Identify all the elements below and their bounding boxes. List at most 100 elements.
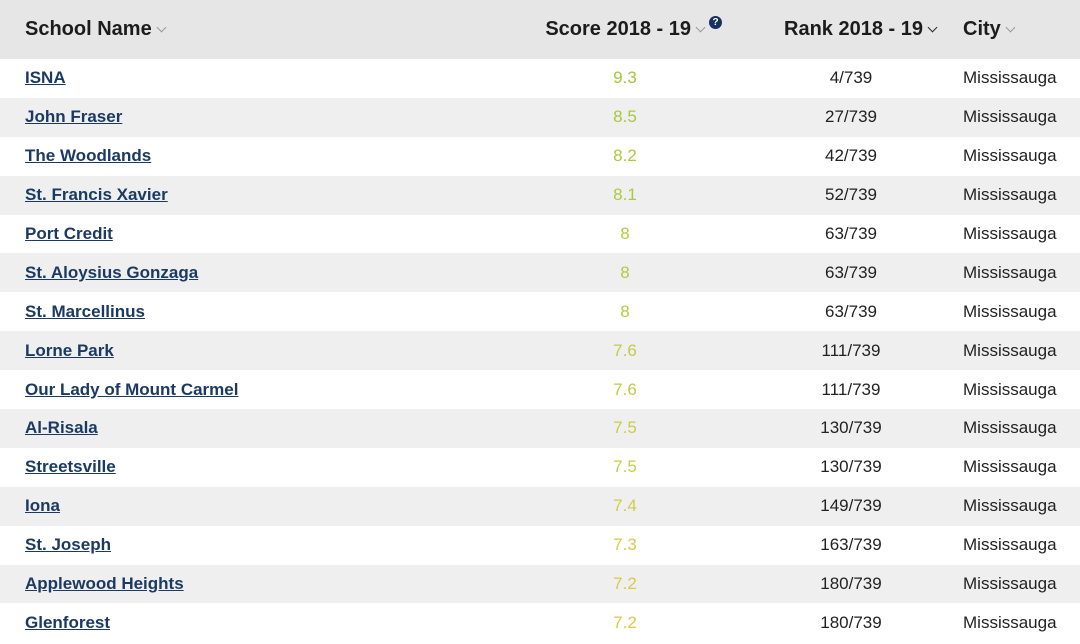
- school-link[interactable]: Port Credit: [25, 224, 113, 243]
- table-row: Glenforest 7.2 180/739 Mississauga: [0, 603, 1080, 642]
- score-cell: 7.5: [613, 418, 637, 438]
- score-cell: 7.2: [613, 612, 637, 632]
- rank-cell: 42/739: [825, 146, 877, 166]
- school-link[interactable]: St. Marcellinus: [25, 301, 145, 321]
- score-header[interactable]: Score 2018 - 19?: [500, 16, 750, 41]
- city-cell: Mississauga: [963, 496, 1057, 516]
- school-link[interactable]: ISNA: [25, 68, 66, 88]
- score-cell: 7.3: [613, 535, 637, 555]
- city-cell: Mississauga: [963, 68, 1057, 88]
- city-cell: Mississauga: [963, 340, 1057, 360]
- score-cell: 8: [620, 224, 630, 243]
- school-name-cell: Al-Risala: [0, 418, 500, 438]
- school-name-cell: Port Credit: [0, 224, 500, 244]
- table-row: St. Aloysius Gonzaga 8 63/739 Mississauga: [0, 253, 1080, 293]
- school-name-cell: Our Lady of Mount Carmel: [0, 380, 500, 400]
- chevron-down-icon: [695, 22, 706, 33]
- school-link[interactable]: Iona: [25, 496, 60, 516]
- table-row: Iona 7.4 149/739 Mississauga: [0, 486, 1080, 526]
- rank-cell: 63/739: [825, 262, 877, 282]
- school-name-cell: St. Joseph: [0, 535, 500, 555]
- table-row: Port Credit 8 63/739 Mississauga: [0, 215, 1080, 254]
- table-body: ISNA 9.3 4/739 Mississauga John Fraser 8.5 27/…: [0, 59, 1080, 642]
- table-row: Streetsville 7.5 130/739 Mississauga: [0, 448, 1080, 487]
- school-link[interactable]: St. Joseph: [25, 535, 111, 555]
- city-header-label: City: [963, 18, 1001, 40]
- city-cell: Mississauga: [963, 146, 1057, 166]
- city-cell: Mississauga: [963, 457, 1057, 477]
- score-cell: 8.5: [613, 107, 637, 127]
- school-name-cell: ISNA: [0, 68, 500, 88]
- table-row: Al-Risala 7.5 130/739 Mississauga: [0, 409, 1080, 448]
- city-cell: Mississauga: [963, 224, 1057, 243]
- rank-cell: 63/739: [825, 224, 877, 243]
- score-cell: 9.3: [613, 68, 637, 88]
- table-row: Our Lady of Mount Carmel 7.6 111/739 Missis…: [0, 370, 1080, 409]
- rank-header-label: Rank 2018 - 19: [784, 18, 923, 40]
- school-name-cell: Lorne Park: [0, 341, 500, 361]
- city-header[interactable]: City: [952, 18, 1080, 41]
- table-row: St. Francis Xavier 8.1 52/739 Mississauga: [0, 175, 1080, 215]
- score-cell: 7.5: [613, 457, 637, 477]
- school-link[interactable]: Lorne Park: [25, 340, 114, 360]
- score-cell: 7.4: [613, 496, 637, 516]
- school-link[interactable]: Our Lady of Mount Carmel: [25, 379, 239, 399]
- rank-cell: 63/739: [825, 301, 877, 321]
- rank-cell: 180/739: [820, 574, 882, 594]
- city-cell: Mississauga: [963, 301, 1057, 321]
- school-link[interactable]: Al-Risala: [25, 418, 98, 438]
- school-name-header[interactable]: School Name: [0, 18, 500, 41]
- city-cell: Mississauga: [963, 418, 1057, 438]
- rank-header[interactable]: Rank 2018 - 19: [750, 18, 952, 41]
- table-row: ISNA 9.3 4/739 Mississauga: [0, 59, 1080, 98]
- school-link[interactable]: St. Aloysius Gonzaga: [25, 262, 199, 282]
- score-cell: 8: [620, 301, 630, 321]
- school-link[interactable]: John Fraser: [25, 107, 123, 127]
- rank-cell: 180/739: [820, 612, 882, 632]
- city-cell: Mississauga: [963, 612, 1057, 632]
- school-link[interactable]: The Woodlands: [25, 146, 152, 166]
- rank-cell: 27/739: [825, 107, 877, 127]
- score-cell: 7.6: [613, 340, 637, 360]
- school-name-cell: The Woodlands: [0, 146, 500, 166]
- school-name-cell: St. Francis Xavier: [0, 185, 500, 205]
- table-row: Applewood Heights 7.2 180/739 Mississauga: [0, 564, 1080, 604]
- rank-cell: 163/739: [820, 535, 882, 555]
- table-row: St. Marcellinus 8 63/739 Mississauga: [0, 292, 1080, 331]
- rank-cell: 130/739: [820, 457, 882, 477]
- score-cell: 8.1: [613, 185, 637, 205]
- help-icon[interactable]: ?: [709, 16, 722, 29]
- school-name-cell: St. Marcellinus: [0, 302, 500, 322]
- city-cell: Mississauga: [963, 262, 1057, 282]
- score-cell: 7.2: [613, 574, 637, 594]
- rank-cell: 111/739: [821, 340, 881, 360]
- school-link[interactable]: Applewood Heights: [25, 574, 184, 594]
- chevron-down-icon: [927, 22, 938, 33]
- score-cell: 7.6: [613, 379, 637, 399]
- rank-cell: 4/739: [829, 68, 873, 88]
- rank-cell: 52/739: [825, 185, 877, 205]
- table-row: John Fraser 8.5 27/739 Mississauga: [0, 97, 1080, 137]
- city-cell: Mississauga: [963, 379, 1057, 399]
- school-link[interactable]: St. Francis Xavier: [25, 185, 168, 205]
- school-name-cell: Streetsville: [0, 457, 500, 477]
- rank-cell: 130/739: [820, 418, 882, 438]
- school-name-cell: Iona: [0, 496, 500, 516]
- table-row: St. Joseph 7.3 163/739 Mississauga: [0, 526, 1080, 565]
- school-link[interactable]: Streetsville: [25, 457, 116, 477]
- school-name-cell: Applewood Heights: [0, 574, 500, 594]
- table-header: School Name Score 2018 - 19? Rank 2018 -…: [0, 0, 1080, 59]
- city-cell: Mississauga: [963, 535, 1057, 555]
- rank-cell: 111/739: [821, 379, 881, 399]
- school-name-cell: John Fraser: [0, 107, 500, 127]
- school-name-cell: Glenforest: [0, 613, 500, 633]
- table-row: Lorne Park 7.6 111/739 Mississauga: [0, 331, 1080, 371]
- city-cell: Mississauga: [963, 107, 1057, 127]
- school-link[interactable]: Glenforest: [25, 612, 111, 632]
- score-cell: 8.2: [613, 146, 637, 166]
- city-cell: Mississauga: [963, 574, 1057, 594]
- rank-cell: 149/739: [820, 496, 882, 516]
- table-row: The Woodlands 8.2 42/739 Mississauga: [0, 137, 1080, 176]
- school-name-header-label: School Name: [25, 18, 152, 40]
